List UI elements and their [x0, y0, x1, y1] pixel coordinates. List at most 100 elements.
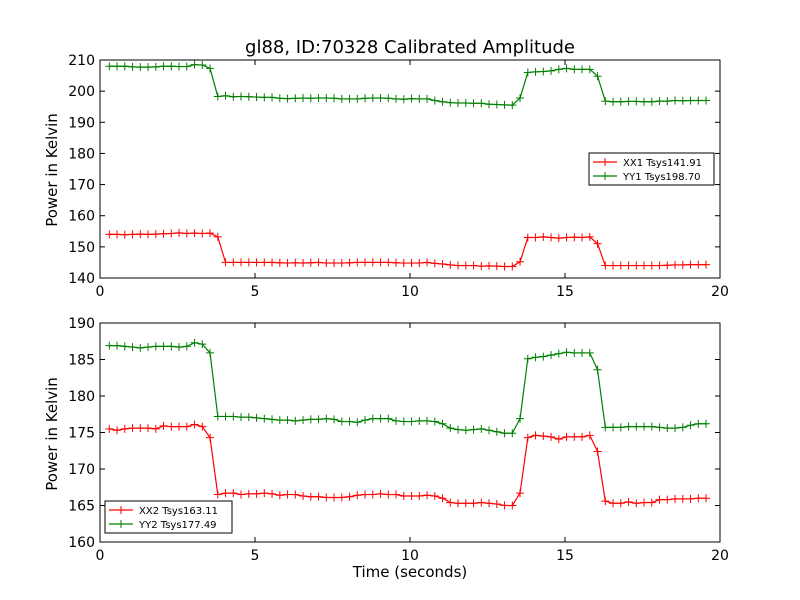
- top-series-0-point: [368, 258, 377, 267]
- top-y-tick-label: 150: [68, 240, 95, 256]
- bottom-series-1-point: [306, 415, 315, 424]
- bottom-series-1-point: [275, 416, 284, 425]
- bottom-series-1-point: [128, 343, 137, 352]
- top-series-0-point: [190, 229, 199, 238]
- top-y-tick-label: 170: [68, 178, 95, 194]
- bottom-series-0-point: [624, 497, 633, 506]
- top-series-0-point: [485, 261, 494, 270]
- bottom-series-1-point: [469, 425, 478, 434]
- bottom-series-0-point: [539, 432, 548, 441]
- bottom-series-0-point: [640, 498, 649, 507]
- bottom-series-1-point: [353, 418, 362, 427]
- bottom-series-0-point: [182, 422, 191, 431]
- top-series-0-point: [392, 258, 401, 267]
- bottom-series-0-point: [384, 490, 393, 499]
- top-plot-area: 0 5 10 15 20 140 150 160 170 180 190 200 210 XX1 Tsys…: [68, 53, 729, 300]
- bottom-series-1-point: [616, 423, 625, 432]
- top-series-1-point: [314, 93, 323, 102]
- bottom-series-0-point: [562, 432, 571, 441]
- bottom-series-0-point: [516, 489, 525, 498]
- top-series-1-point: [283, 94, 292, 103]
- bottom-series-1-point: [508, 429, 517, 438]
- top-series-0-point: [275, 258, 284, 267]
- bottom-series-0-point: [120, 424, 129, 433]
- top-series-1-point: [198, 60, 207, 69]
- top-series-0-point: [136, 230, 145, 239]
- top-series-0-point: [244, 258, 253, 267]
- bottom-series-0-point: [647, 498, 656, 507]
- bottom-series-0-point: [601, 497, 610, 506]
- bottom-series-1-point: [144, 343, 153, 352]
- bottom-series-1-point: [423, 416, 432, 425]
- bottom-series-1-point: [500, 429, 509, 438]
- top-series-0-point: [237, 258, 246, 267]
- top-series-1-point: [330, 94, 339, 103]
- bottom-series-1-point: [337, 417, 346, 426]
- bottom-series-1-point: [314, 415, 323, 424]
- top-series-0-point: [314, 258, 323, 267]
- bottom-series-0-point: [175, 422, 184, 431]
- bottom-series-1-point: [368, 414, 377, 423]
- bottom-series-1-point: [206, 348, 215, 357]
- top-series-0-point: [151, 230, 160, 239]
- top-series-1-point: [291, 94, 300, 103]
- bottom-series-1-point: [430, 417, 439, 426]
- top-series-1-point: [299, 93, 308, 102]
- bottom-series-0-point: [655, 495, 664, 504]
- bottom-series-0-point: [105, 424, 114, 433]
- bottom-series-1-point: [678, 423, 687, 432]
- bottom-series-1-point: [151, 342, 160, 351]
- top-series-1-point: [384, 94, 393, 103]
- top-series-1-point: [655, 97, 664, 106]
- bottom-series-0-point: [128, 424, 137, 433]
- top-y-tick-label: 200: [68, 84, 95, 100]
- bottom-series-0-point: [283, 490, 292, 499]
- top-series-1-point: [430, 96, 439, 105]
- bottom-y-tick-label: 175: [68, 426, 95, 442]
- top-series-1-point: [167, 62, 176, 71]
- top-series-0-point: [213, 232, 222, 241]
- top-series-0-point: [516, 257, 525, 266]
- bottom-series-0-point: [237, 490, 246, 499]
- top-series-0-point: [686, 260, 695, 269]
- top-series-0-point: [306, 258, 315, 267]
- bottom-series-0-point: [554, 435, 563, 444]
- top-series-0-point: [206, 229, 215, 238]
- top-series-0-point: [198, 229, 207, 238]
- top-series-0-point: [407, 259, 416, 268]
- top-series-1-point: [136, 63, 145, 72]
- top-y-tick-label: 160: [68, 209, 95, 225]
- bottom-legend-label-0: XX2 Tsys163.11: [139, 506, 218, 517]
- bottom-series-1-point: [454, 425, 463, 434]
- top-series-1-point: [438, 97, 447, 106]
- top-series-1-point: [678, 96, 687, 105]
- bottom-series-0-point: [438, 494, 447, 503]
- bottom-series-1-point: [686, 421, 695, 430]
- bottom-series-1-point: [547, 351, 556, 360]
- top-series-1-point: [175, 62, 184, 71]
- bottom-y-axis-label: Power in Kelvin: [43, 377, 61, 491]
- bottom-series-0-point: [469, 499, 478, 508]
- top-series-0-point: [415, 259, 424, 268]
- top-series-1-point: [415, 94, 424, 103]
- top-series-0-point: [175, 228, 184, 237]
- top-series-0-point: [562, 233, 571, 242]
- top-series-0-point: [337, 259, 346, 268]
- top-series-0-point: [609, 261, 618, 270]
- top-series-1-point: [182, 62, 191, 71]
- bottom-series-0-point: [686, 494, 695, 503]
- bottom-legend-label-1: YY2 Tsys177.49: [138, 520, 217, 531]
- top-series-1-point: [469, 99, 478, 108]
- top-series-0-point: [508, 262, 517, 271]
- bottom-y-tick-label: 180: [68, 389, 95, 405]
- bottom-series-0-point: [609, 499, 618, 508]
- top-y-tick-label: 140: [68, 271, 95, 287]
- bottom-series-1-point: [260, 414, 269, 423]
- bottom-series-0-point: [492, 500, 501, 509]
- bottom-series-1-point: [384, 414, 393, 423]
- bottom-series-0-point: [570, 432, 579, 441]
- top-series-0-point: [268, 258, 277, 267]
- top-series-0-point: [694, 260, 703, 269]
- bottom-series-1-point: [477, 424, 486, 433]
- bottom-series-0-point: [585, 431, 594, 440]
